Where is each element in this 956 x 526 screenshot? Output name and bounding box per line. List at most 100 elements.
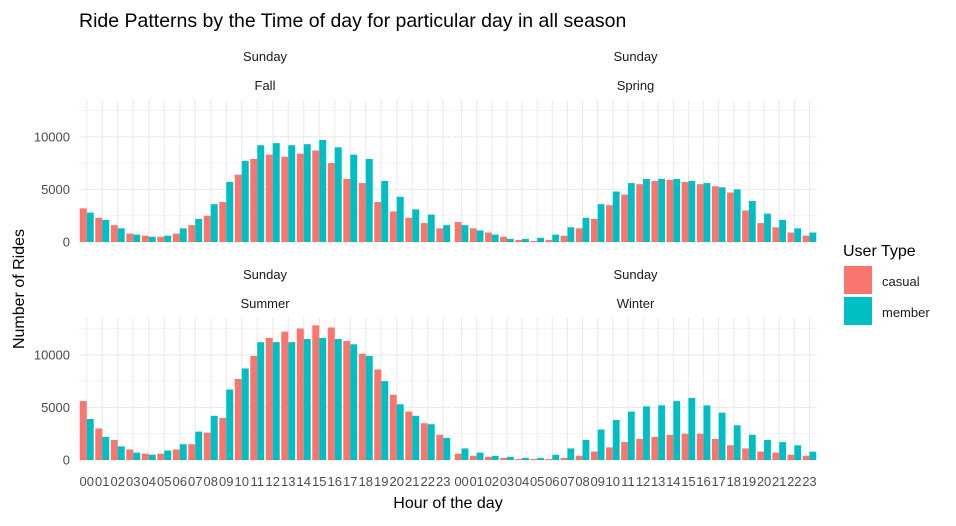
bar-summer-casual-13 xyxy=(281,331,289,460)
bar-winter-member-20 xyxy=(764,440,771,460)
facet-panels: SundayFall0500010000SundaySpringSundaySu… xyxy=(34,49,817,468)
bar-summer-member-07 xyxy=(195,431,203,460)
bar-spring-member-19 xyxy=(748,200,756,242)
bar-fall-casual-21 xyxy=(405,217,413,242)
bar-summer-member-21 xyxy=(412,415,420,460)
bar-summer-member-00 xyxy=(86,418,94,460)
bar-summer-casual-12 xyxy=(265,337,273,460)
bar-winter-casual-03 xyxy=(500,457,507,460)
bar-winter-member-05 xyxy=(537,457,544,460)
facet-strip-day: Sunday xyxy=(243,267,288,282)
bar-winter-casual-19 xyxy=(742,448,749,460)
facet-panel-summer: Sunday Summer 0 5000 10000 xyxy=(34,267,451,468)
x-tick-label: 22 xyxy=(787,474,801,489)
bar-fall-casual-03 xyxy=(126,233,134,242)
bar-spring-member-03 xyxy=(506,238,514,242)
bar-spring-casual-09 xyxy=(590,218,598,242)
x-tick-label: 11 xyxy=(621,474,635,489)
bar-fall-casual-11 xyxy=(250,158,258,242)
y-tick-label: 0 xyxy=(63,235,70,250)
x-tick-label: 20 xyxy=(390,474,404,489)
bar-spring-member-10 xyxy=(612,191,620,242)
y-tick-label: 5000 xyxy=(41,400,70,415)
bar-fall-casual-14 xyxy=(296,153,304,242)
x-tick-label: 21 xyxy=(405,474,419,489)
bar-spring-member-13 xyxy=(658,178,665,242)
bar-fall-member-12 xyxy=(272,143,280,242)
bar-summer-member-18 xyxy=(365,355,373,460)
bar-summer-casual-16 xyxy=(327,327,335,460)
bar-summer-casual-15 xyxy=(312,325,320,460)
bar-spring-casual-22 xyxy=(787,232,795,242)
x-tick-label: 15 xyxy=(681,474,695,489)
bar-spring-member-00 xyxy=(461,225,469,242)
bar-fall-casual-16 xyxy=(327,163,335,242)
bar-summer-member-06 xyxy=(179,444,187,460)
bar-winter-member-10 xyxy=(612,420,620,460)
bar-summer-casual-23 xyxy=(436,434,444,460)
x-axis-label: Hour of the day xyxy=(393,495,502,512)
bar-summer-member-20 xyxy=(396,404,404,460)
bar-fall-casual-23 xyxy=(436,228,444,242)
bar-spring-casual-17 xyxy=(711,186,719,242)
bar-summer-casual-22 xyxy=(420,423,428,460)
bar-summer-casual-05 xyxy=(157,453,165,460)
x-tick-label: 07 xyxy=(560,474,574,489)
legend-label-member: member xyxy=(882,305,930,320)
x-tick-label: 18 xyxy=(359,474,373,489)
bar-winter-member-08 xyxy=(582,440,590,460)
x-tick-label: 10 xyxy=(606,474,620,489)
bar-spring-member-05 xyxy=(537,237,544,242)
bar-spring-casual-13 xyxy=(651,180,659,242)
y-tick-label: 10000 xyxy=(34,129,70,144)
x-tick-label: 20 xyxy=(757,474,771,489)
x-tick-label: 10 xyxy=(235,474,249,489)
bar-spring-member-18 xyxy=(733,189,741,242)
bar-spring-member-11 xyxy=(627,183,635,242)
bar-winter-casual-21 xyxy=(772,452,780,460)
bar-summer-member-22 xyxy=(427,424,435,460)
bar-summer-member-04 xyxy=(148,454,156,460)
bar-fall-casual-13 xyxy=(281,156,289,242)
bar-winter-member-12 xyxy=(643,406,650,460)
bar-spring-member-22 xyxy=(794,228,802,242)
bar-winter-member-16 xyxy=(703,405,711,460)
x-tick-label: 16 xyxy=(328,474,342,489)
facet-strip-season: Winter xyxy=(617,296,655,311)
bar-winter-member-14 xyxy=(673,401,681,460)
bar-summer-casual-21 xyxy=(405,411,413,460)
bar-spring-member-17 xyxy=(718,187,726,242)
bar-summer-member-02 xyxy=(117,446,125,460)
x-tick-label: 09 xyxy=(590,474,604,489)
bar-spring-member-21 xyxy=(779,219,786,242)
x-tick-label: 01 xyxy=(95,474,109,489)
bar-summer-casual-03 xyxy=(126,449,134,460)
x-tick-label: 13 xyxy=(281,474,295,489)
bar-summer-member-19 xyxy=(381,381,389,460)
bar-summer-member-05 xyxy=(164,450,172,460)
bar-summer-member-08 xyxy=(210,415,218,460)
bar-spring-casual-11 xyxy=(621,194,628,242)
bar-winter-casual-01 xyxy=(469,455,477,460)
y-tick-label: 0 xyxy=(63,453,70,468)
bar-summer-member-13 xyxy=(288,342,296,460)
bar-spring-casual-14 xyxy=(666,179,674,242)
x-tick-label: 04 xyxy=(142,474,156,489)
bar-fall-member-10 xyxy=(241,161,249,242)
bar-fall-member-16 xyxy=(334,147,342,242)
bar-summer-casual-06 xyxy=(172,449,180,460)
bar-winter-member-09 xyxy=(597,429,605,460)
bar-winter-casual-06 xyxy=(545,458,553,460)
bar-winter-casual-05 xyxy=(530,458,538,460)
facet-strip-day: Sunday xyxy=(243,49,288,64)
bar-summer-casual-01 xyxy=(95,428,103,460)
bar-spring-casual-16 xyxy=(696,184,704,242)
x-tick-label: 01 xyxy=(469,474,483,489)
bar-winter-member-18 xyxy=(733,425,741,460)
bar-winter-casual-08 xyxy=(575,455,583,460)
bar-fall-member-02 xyxy=(117,228,125,242)
facet-strip-season: Fall xyxy=(255,78,276,93)
bar-spring-member-12 xyxy=(643,178,650,242)
bar-spring-casual-08 xyxy=(575,228,583,242)
bar-fall-member-17 xyxy=(350,154,358,242)
